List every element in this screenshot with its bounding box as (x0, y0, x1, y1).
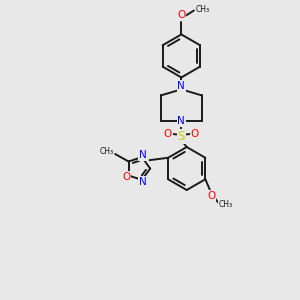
Text: CH₃: CH₃ (195, 5, 209, 14)
Text: S: S (178, 130, 185, 143)
Text: CH₃: CH₃ (100, 147, 114, 156)
Text: N: N (178, 81, 185, 91)
Text: N: N (178, 116, 185, 126)
Text: O: O (122, 172, 130, 182)
Text: O: O (207, 191, 215, 201)
Text: N: N (139, 150, 147, 161)
Text: O: O (164, 129, 172, 139)
Text: O: O (177, 10, 185, 20)
Text: O: O (191, 129, 199, 139)
Text: CH₃: CH₃ (218, 200, 233, 209)
Text: N: N (139, 177, 147, 187)
